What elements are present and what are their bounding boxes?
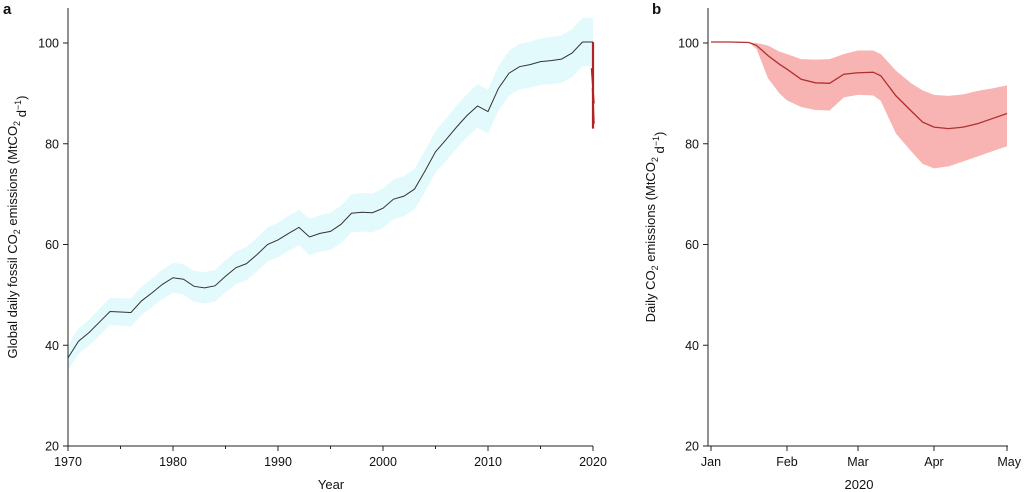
uncertainty-band-a xyxy=(68,17,593,371)
chart-a-x-tick-label: 2020 xyxy=(579,455,607,469)
panel-b-letter: b xyxy=(652,1,661,18)
chart-a: 20 40 60 80 100 1970 1980 1990 2000 2010 2020 Globa… xyxy=(5,8,607,469)
chart-a-x-tick-label: 2010 xyxy=(474,455,502,469)
chart-b-y-tick-label: 40 xyxy=(685,339,699,353)
series-annual-emissions xyxy=(67,41,583,359)
series-2020-drop-detail xyxy=(590,68,595,124)
chart-b: 20 40 60 80 100 Jan Feb Mar Apr May Daily CO2 emis… xyxy=(643,8,1022,469)
chart-a-y-axis-title: Global daily fossil CO2 emissions (MtCO2… xyxy=(5,95,29,358)
chart-a-x-tick-label: 1980 xyxy=(159,455,187,469)
series-daily-emissions xyxy=(711,41,1008,130)
chart-b-x-tick-label: Feb xyxy=(776,455,798,469)
chart-b-y-axis-title: Daily CO2 emissions (MtCO2 d−1) xyxy=(643,132,667,323)
panel-a-letter: a xyxy=(3,1,12,18)
chart-b-x-tick-label: May xyxy=(997,455,1021,469)
chart-a-y-tick-label: 80 xyxy=(45,137,59,151)
chart-b-y-tick-label: 100 xyxy=(678,37,699,51)
chart-b-x-tick-label: Mar xyxy=(847,455,869,469)
chart-b-y-tick-label: 80 xyxy=(685,137,699,151)
chart-b-y-tick-label: 20 xyxy=(685,440,699,454)
chart-a-x-tick-label: 1990 xyxy=(264,455,292,469)
chart-a-x-tick-label: 2000 xyxy=(369,455,397,469)
chart-b-x-tick-label: Apr xyxy=(924,455,943,469)
chart-a-y-tick-label: 60 xyxy=(45,238,59,252)
chart-b-x-axis-title: 2020 xyxy=(845,477,874,492)
chart-a-y-tick-label: 100 xyxy=(38,37,59,51)
chart-a-x-axis-title: Year xyxy=(318,477,345,492)
uncertainty-band-b xyxy=(711,41,1007,169)
chart-a-y-tick-label: 20 xyxy=(45,440,59,454)
chart-a-y-tick-label: 40 xyxy=(45,339,59,353)
chart-b-y-tick-label: 60 xyxy=(685,238,699,252)
chart-b-x-tick-label: Jan xyxy=(701,455,721,469)
chart-a-x-tick-label: 1970 xyxy=(54,455,82,469)
